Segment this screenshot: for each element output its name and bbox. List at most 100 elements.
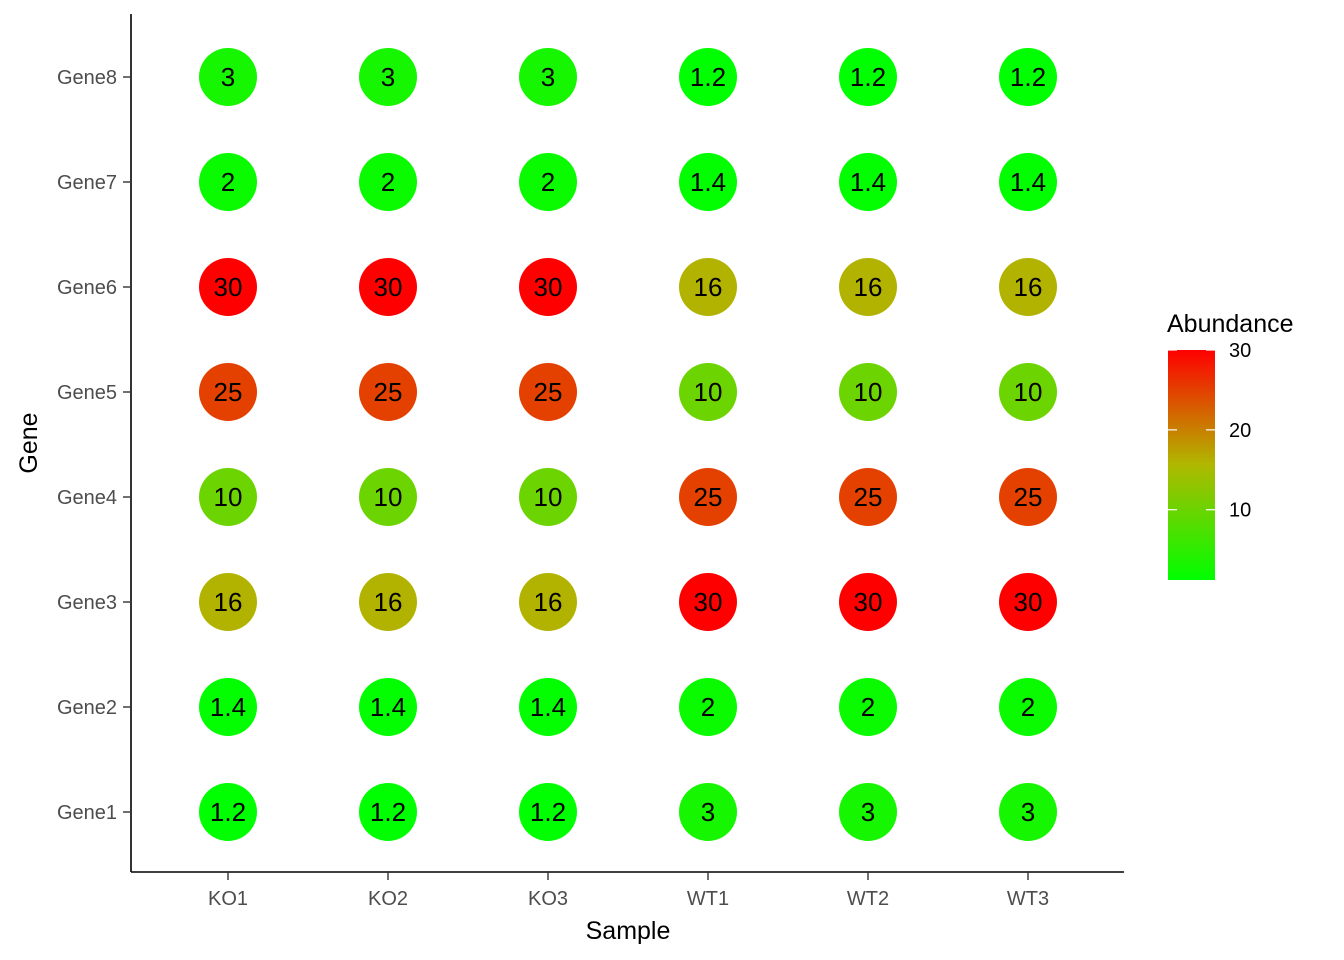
x-tick-label: KO1 [208,888,248,910]
cell-dot [519,48,577,106]
cell-dot [199,678,257,736]
axes-layer [130,14,1124,873]
y-tick-label: Gene8 [57,67,117,89]
cell-dot [519,573,577,631]
cell-dot [199,468,257,526]
cell-dot [839,363,897,421]
y-tick-label: Gene5 [57,382,117,404]
cell-label: 25 [854,482,883,512]
cell-dot [999,258,1057,316]
cell-label: 1.2 [690,62,726,92]
cell-dot [199,363,257,421]
cell-dot [679,468,737,526]
cell-dot [519,153,577,211]
cell-label: 1.4 [210,692,246,722]
cell-dot [359,153,417,211]
cell-dot [839,468,897,526]
cell-label: 1.2 [1010,62,1046,92]
x-tick-label: WT2 [847,888,889,910]
cell-label: 1.4 [850,167,886,197]
cell-label: 16 [534,587,563,617]
cell-dot [679,153,737,211]
cell-label: 25 [1014,482,1043,512]
cell-dot [839,48,897,106]
cell-label: 16 [214,587,243,617]
legend-ticks: 10 20 30 [1168,340,1251,522]
cell-dot [519,258,577,316]
cell-label: 3 [381,62,395,92]
cell-dot [359,48,417,106]
y-tick-label: Gene1 [57,802,117,824]
cell-label: 30 [534,272,563,302]
y-tick-label: Gene2 [57,697,117,719]
cell-dot [679,678,737,736]
cell-dot [999,678,1057,736]
cell-dot [679,573,737,631]
cell-dot [199,783,257,841]
cell-label: 30 [214,272,243,302]
cell-label: 2 [221,167,235,197]
cell-dot [839,153,897,211]
cell-label: 3 [1021,797,1035,827]
cell-dot [999,363,1057,421]
cell-dot [359,363,417,421]
cell-label: 10 [694,377,723,407]
cell-dot [359,258,417,316]
y-tick-label: Gene6 [57,277,117,299]
cell-label: 1.2 [210,797,246,827]
cell-label: 10 [214,482,243,512]
cell-label: 10 [534,482,563,512]
cell-label: 3 [861,797,875,827]
cell-label: 10 [374,482,403,512]
cell-dot [999,468,1057,526]
cell-dot [999,153,1057,211]
cell-label: 16 [1014,272,1043,302]
x-axis-title: Sample [586,917,671,945]
cell-label: 30 [854,587,883,617]
cell-dot [359,468,417,526]
legend-title: Abundance [1167,310,1294,338]
legend-tick-label: 30 [1229,340,1251,362]
cell-label: 30 [694,587,723,617]
cell-label: 30 [374,272,403,302]
cell-label: 25 [214,377,243,407]
cell-label: 1.4 [690,167,726,197]
cell-label: 16 [374,587,403,617]
cell-dot [199,48,257,106]
cell-label: 10 [854,377,883,407]
cell-dot [199,258,257,316]
cell-label: 1.4 [1010,167,1046,197]
cell-label: 25 [534,377,563,407]
cell-label: 1.2 [370,797,406,827]
x-tick-label: WT3 [1007,888,1049,910]
cell-dot [519,363,577,421]
cell-dot [359,573,417,631]
cell-label: 16 [694,272,723,302]
x-tick-label: WT1 [687,888,729,910]
cell-dot [679,363,737,421]
cell-dot [519,783,577,841]
legend-colorbar [1168,350,1215,580]
cell-label: 30 [1014,587,1043,617]
cell-label: 2 [541,167,555,197]
cell-dot [839,678,897,736]
cell-dot [999,573,1057,631]
cell-label: 3 [221,62,235,92]
cell-dot [519,678,577,736]
cell-dot [679,48,737,106]
cell-dot [199,573,257,631]
legend: Abundance 10 20 30 [1167,310,1294,580]
y-tick-label: Gene3 [57,592,117,614]
y-tick-label: Gene4 [57,487,117,509]
cell-label: 1.2 [850,62,886,92]
y-tick-label: Gene7 [57,172,117,194]
y-axis-title: Gene [15,412,43,473]
legend-tick-label: 10 [1229,500,1251,522]
cell-label: 25 [694,482,723,512]
cell-label: 25 [374,377,403,407]
cell-dot [999,783,1057,841]
cell-dot [679,783,737,841]
cell-dot [839,783,897,841]
x-ticks: KO1 KO2 KO3 WT1 WT2 WT3 [208,872,1049,910]
